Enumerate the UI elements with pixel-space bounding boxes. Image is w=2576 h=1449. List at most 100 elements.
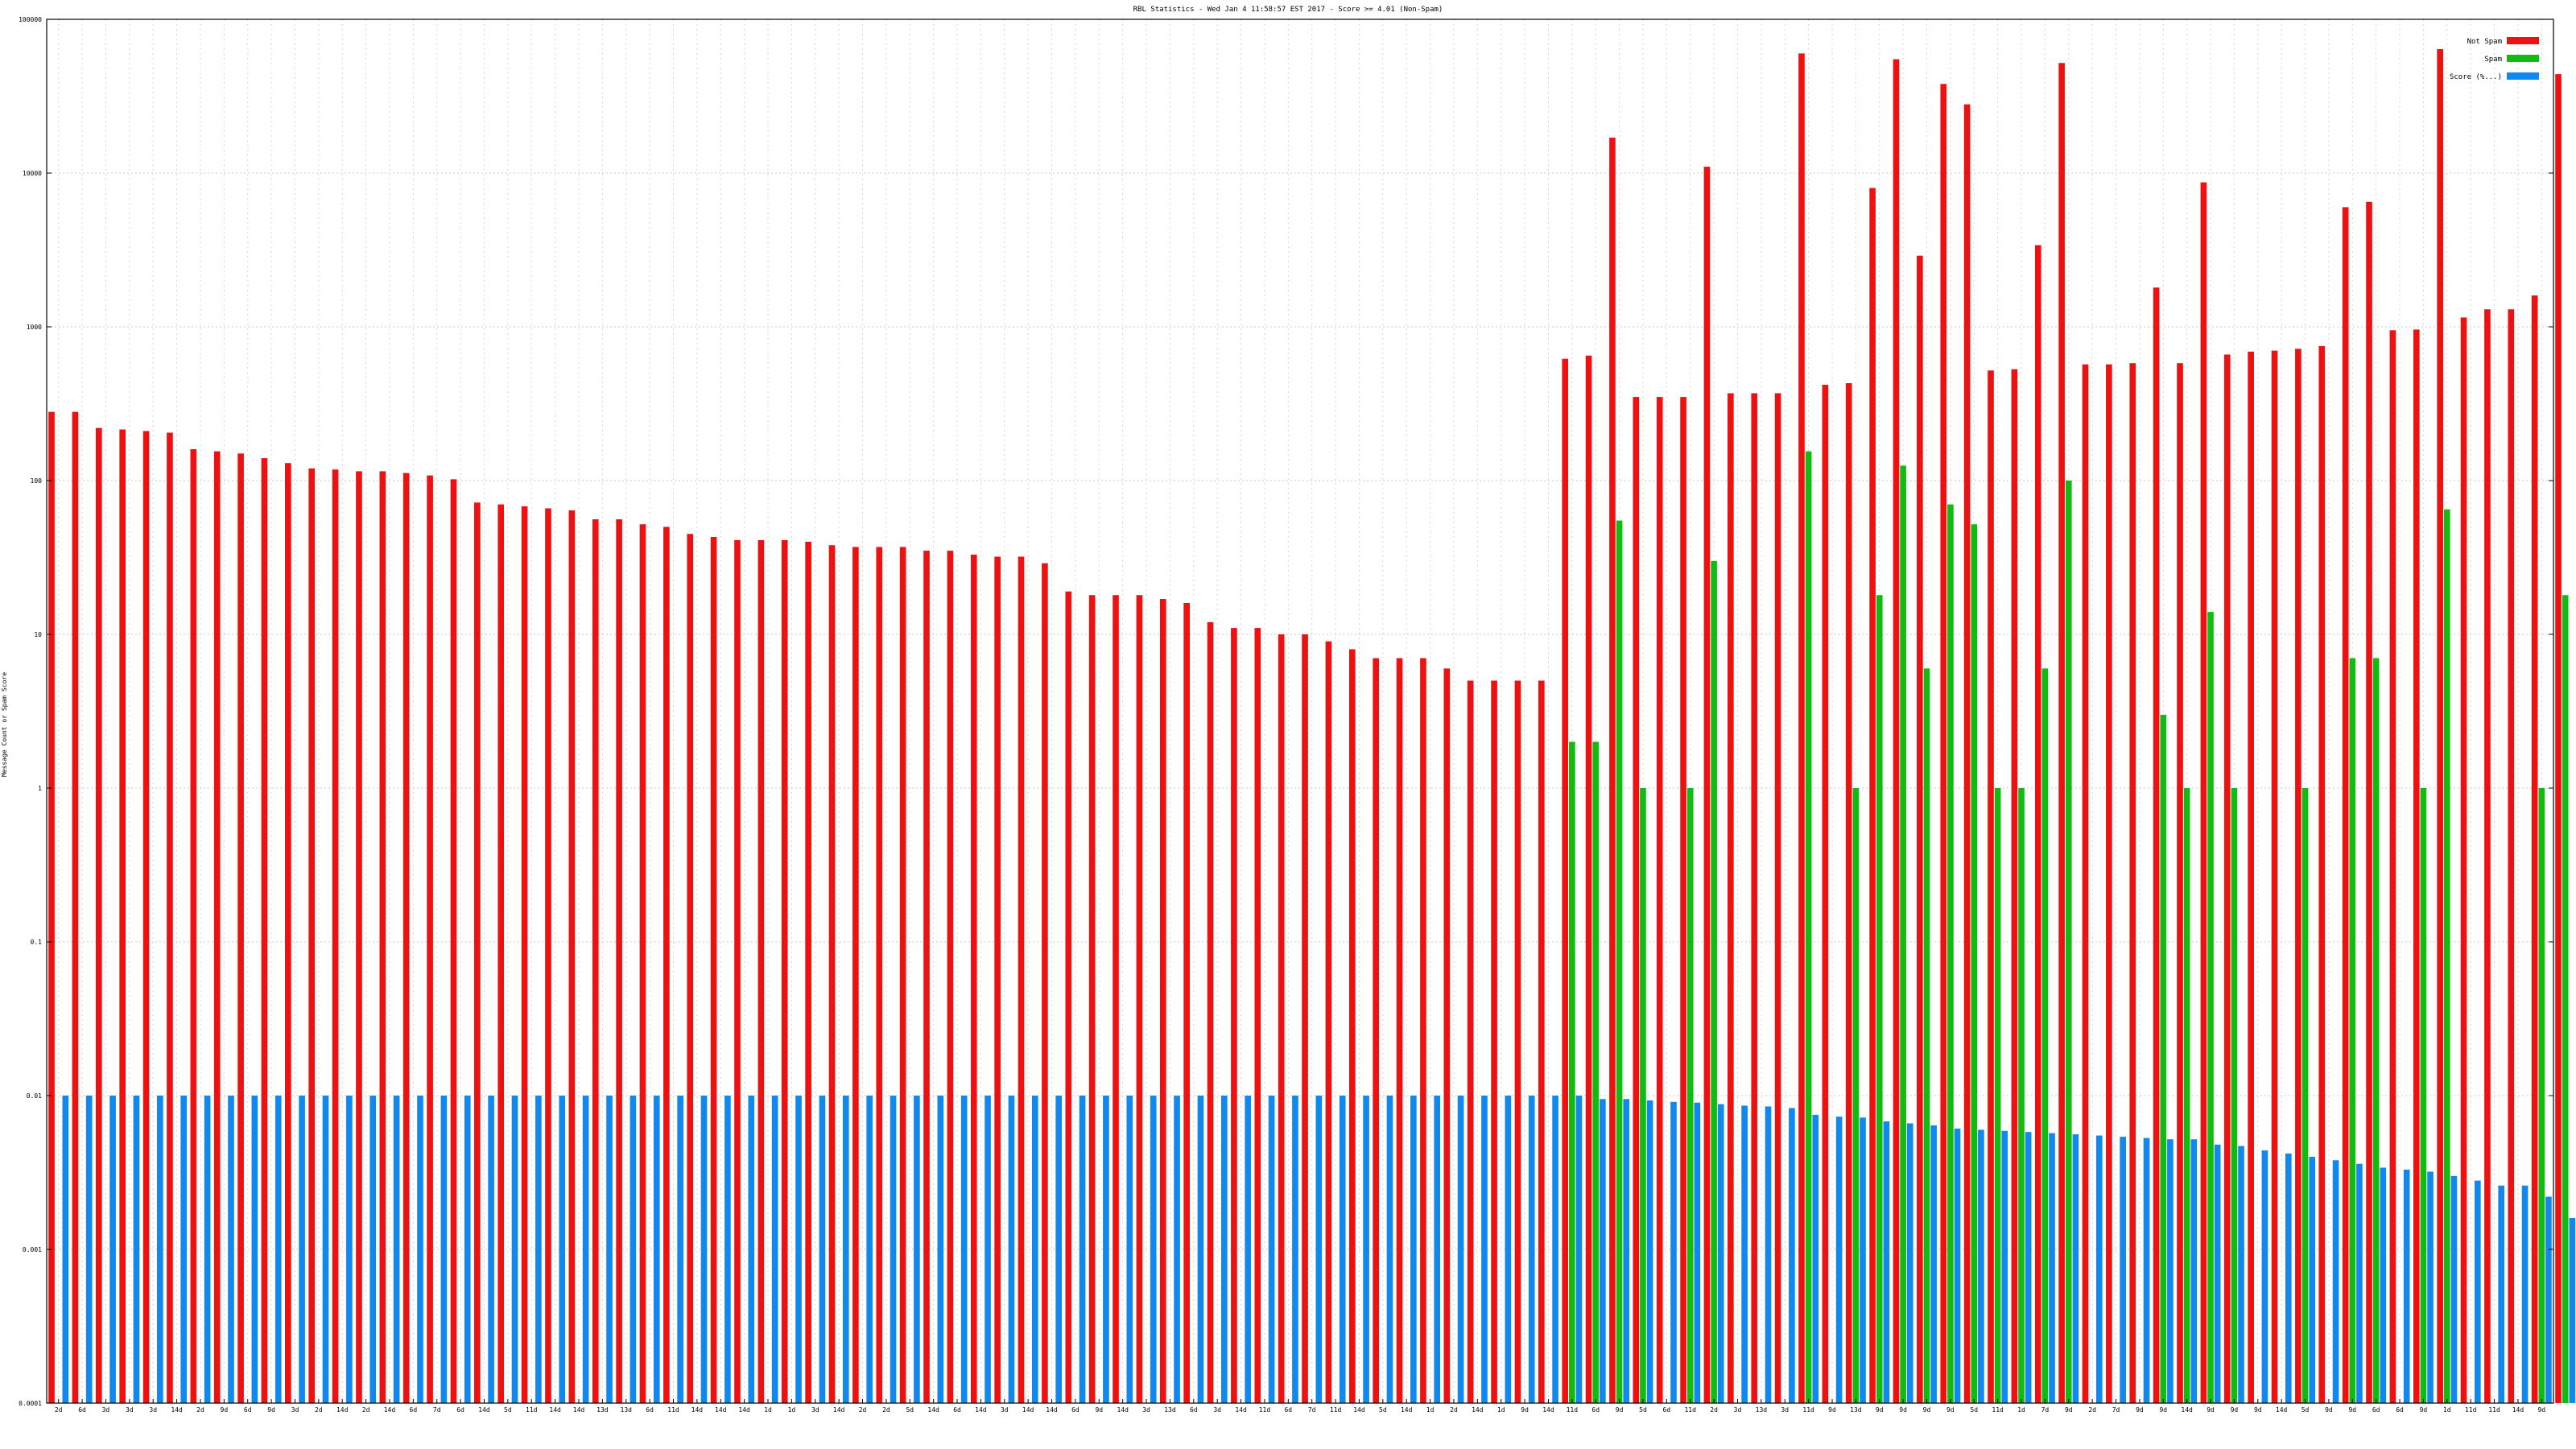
bar-not-spam [427, 475, 433, 1403]
bar-spam [1616, 520, 1623, 1403]
x-tick-label: 9d [2537, 1406, 2545, 1414]
x-tick-label: 2d [196, 1406, 204, 1414]
x-tick-label: 5d [1970, 1406, 1978, 1414]
bar-not-spam [876, 547, 883, 1404]
bar-score [180, 1096, 188, 1403]
x-tick-label: 9d [1616, 1406, 1624, 1414]
x-tick-label: 13d [1756, 1406, 1768, 1414]
x-tick-label: 5d [504, 1406, 512, 1414]
bar-score [488, 1096, 494, 1403]
x-tick-label: 14d [1046, 1406, 1058, 1414]
bar-not-spam [734, 539, 741, 1404]
bar-score [1552, 1096, 1558, 1403]
bar-score [771, 1096, 778, 1403]
bar-not-spam [1018, 556, 1025, 1403]
x-tick-label: 9d [2065, 1406, 2073, 1414]
bar-not-spam [2555, 74, 2562, 1403]
bar-spam [2538, 788, 2545, 1403]
x-tick-label: 11d [526, 1406, 538, 1414]
bar-not-spam [710, 537, 717, 1403]
bar-spam [2065, 481, 2072, 1403]
bar-score [2190, 1139, 2198, 1403]
x-tick-label: 13d [1164, 1406, 1176, 1414]
bar-not-spam [2011, 369, 2018, 1403]
x-tick-label: 6d [1591, 1406, 1600, 1414]
x-tick-label: 14d [1117, 1406, 1129, 1414]
bar-score [1457, 1096, 1464, 1403]
x-tick-label: 9d [2348, 1406, 2356, 1414]
x-tick-label: 2d [315, 1406, 323, 1414]
x-tick-label: 9d [221, 1406, 229, 1414]
bar-not-spam [356, 471, 362, 1403]
bar-not-spam [72, 411, 79, 1404]
bar-score [1079, 1096, 1086, 1403]
bar-not-spam [450, 479, 457, 1403]
x-tick-label: 9d [2207, 1406, 2215, 1414]
x-tick-label: 3d [126, 1406, 134, 1414]
legend-label: Not Spam [2467, 38, 2502, 46]
bar-not-spam [852, 547, 859, 1404]
bar-not-spam [2223, 354, 2231, 1404]
bar-score [960, 1096, 968, 1403]
bar-score [1363, 1096, 1369, 1403]
x-tick-label: 14d [738, 1406, 750, 1414]
bar-score [1930, 1125, 1937, 1403]
bar-score [937, 1096, 944, 1403]
bar-not-spam [1042, 563, 1048, 1403]
bar-score [1126, 1096, 1133, 1403]
bar-spam [1923, 668, 1930, 1403]
bar-not-spam [402, 473, 410, 1403]
bar-not-spam [1254, 628, 1261, 1403]
bar-not-spam [1183, 603, 1190, 1403]
bar-score [1765, 1106, 1772, 1403]
x-tick-label: 14d [573, 1406, 585, 1414]
bar-not-spam [261, 458, 268, 1403]
bar-not-spam [828, 545, 836, 1403]
bar-score [842, 1096, 849, 1403]
bar-score [1055, 1096, 1062, 1403]
y-axis-label: Message Count or Spam Score [1, 672, 8, 777]
x-tick-label: 2d [1710, 1406, 1718, 1414]
bar-score [1954, 1129, 1961, 1403]
bar-not-spam [1348, 649, 1356, 1403]
x-tick-label: 3d [149, 1406, 157, 1414]
bar-not-spam [1703, 167, 1711, 1403]
x-tick-label: 6d [953, 1406, 961, 1414]
bar-not-spam [545, 508, 551, 1404]
bar-not-spam [308, 468, 316, 1403]
bar-score [1150, 1096, 1157, 1403]
x-tick-label: 14d [171, 1406, 183, 1414]
x-tick-label: 3d [102, 1406, 110, 1414]
bar-not-spam [1774, 393, 1781, 1403]
bar-not-spam [1656, 397, 1663, 1403]
y-tick-label: 10000 [23, 170, 42, 177]
bar-not-spam [592, 519, 599, 1403]
bar-score [393, 1096, 400, 1403]
bar-not-spam [1278, 634, 1285, 1403]
bar-not-spam [1207, 621, 1214, 1403]
bar-score [440, 1096, 448, 1403]
x-tick-label: 6d [1071, 1406, 1080, 1414]
x-tick-label: 3d [1781, 1406, 1789, 1414]
bar-score [1883, 1121, 1890, 1403]
bar-score [2072, 1134, 2079, 1403]
bar-score [724, 1096, 731, 1403]
x-tick-label: 7d [433, 1406, 441, 1414]
bar-score [535, 1096, 542, 1403]
bar-not-spam [1491, 680, 1497, 1403]
bar-score [346, 1096, 353, 1403]
bar-spam [1592, 741, 1600, 1403]
x-tick-label: 1d [1426, 1406, 1435, 1414]
bar-spam [1686, 788, 1694, 1403]
bar-score [1245, 1096, 1252, 1403]
bar-spam [2041, 668, 2049, 1403]
bar-score [2120, 1137, 2126, 1403]
x-tick-label: 2d [859, 1406, 867, 1414]
x-tick-label: 6d [1284, 1406, 1292, 1414]
bar-not-spam [1159, 598, 1166, 1403]
bar-spam [1947, 504, 1954, 1403]
bar-score [275, 1096, 282, 1403]
bar-score [748, 1096, 755, 1403]
bar-score [2238, 1146, 2244, 1403]
bar-score [2403, 1169, 2410, 1403]
